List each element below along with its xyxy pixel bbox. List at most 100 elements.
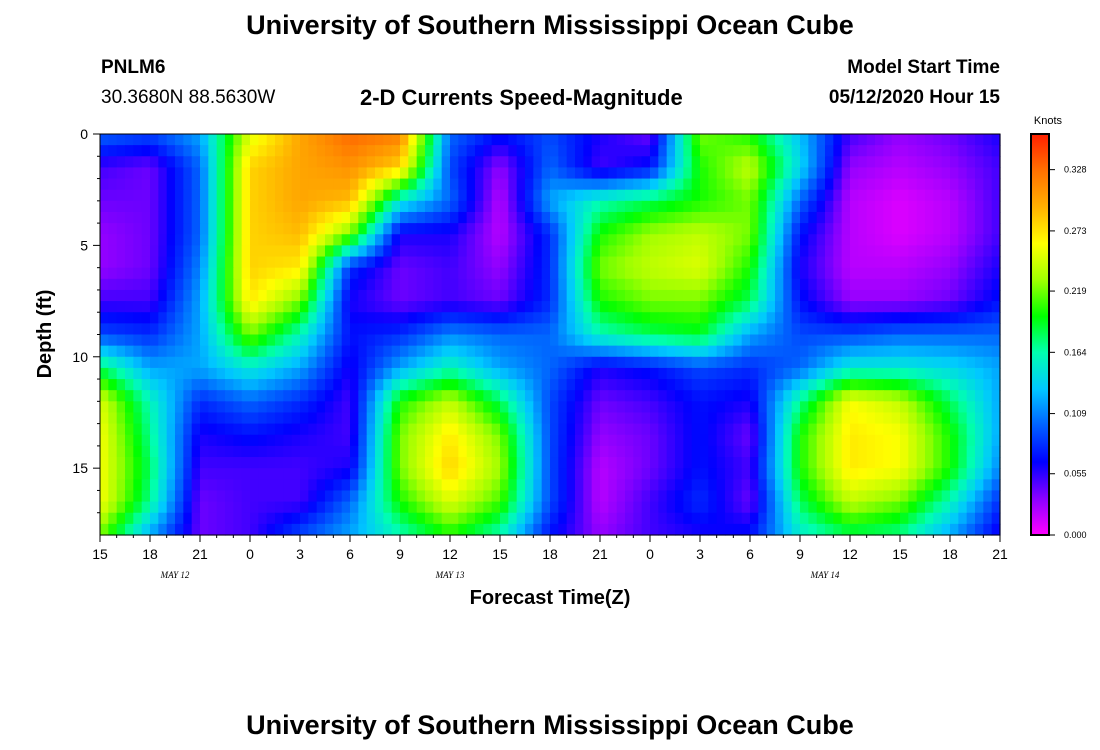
heatmap-cell [875,367,884,380]
heatmap-cell [200,523,209,536]
heatmap-cell [491,523,501,536]
heatmap-cell [566,211,576,224]
heatmap-cell [366,278,376,291]
heatmap-cell [500,234,509,246]
heatmap-cell [900,178,909,191]
heatmap-cell [466,200,476,213]
heatmap-cell [216,468,226,480]
heatmap-cell [833,457,843,469]
heatmap-cell [191,267,201,280]
heatmap-cell [516,479,526,492]
heatmap-cell [191,156,201,169]
heatmap-cell [883,211,893,224]
heatmap-cell [425,278,434,291]
heatmap-cell [350,223,359,235]
heatmap-cell [166,501,176,514]
heatmap-cell [900,234,909,246]
heatmap-cell [791,412,801,425]
heatmap-cell [425,356,434,369]
heatmap-cell [816,178,826,191]
heatmap-cell [750,200,759,213]
heatmap-cell [775,301,784,313]
heatmap-cell [766,223,776,235]
heatmap-cell [433,223,443,235]
heatmap-cell [850,479,859,492]
heatmap-cell [725,445,734,458]
heatmap-cell [525,223,534,235]
heatmap-cell [608,479,618,492]
heatmap-cell [425,223,434,235]
heatmap-cell [525,434,534,447]
heatmap-cell [491,434,501,447]
heatmap-cell [866,401,876,414]
heatmap-cell [308,457,318,469]
heatmap-cell [491,445,501,458]
heatmap-cell [883,301,893,313]
heatmap-cell [100,412,109,425]
heatmap-cell [625,501,634,514]
heatmap-cell [775,490,784,503]
heatmap-cell [916,445,926,458]
heatmap-cell [300,490,309,503]
heatmap-cell [475,234,484,246]
heatmap-cell [150,145,159,157]
heatmap-cell [900,189,909,202]
heatmap-cell [550,490,559,503]
x-tick-label: 18 [942,546,958,562]
heatmap-cell [858,367,868,380]
heatmap-cell [891,412,901,425]
x-tick-label: 12 [842,546,858,562]
heatmap-cell [208,445,218,458]
heatmap-cell [300,234,309,246]
heatmap-cell [875,189,884,202]
heatmap-cell [408,278,418,291]
heatmap-cell [108,367,118,380]
heatmap-cell [533,323,543,336]
heatmap-cell [441,200,451,213]
heatmap-cell [541,434,551,447]
heatmap-cell [100,423,109,436]
heatmap-cell [250,445,259,458]
heatmap-cell [500,323,509,336]
heatmap-cell [725,278,734,291]
heatmap-cell [700,356,709,369]
heatmap-cell [400,323,409,336]
heatmap-cell [600,312,609,324]
heatmap-cell [466,145,476,157]
heatmap-cell [666,379,676,391]
heatmap-cell [575,245,584,258]
heatmap-cell [800,301,809,313]
heatmap-cell [600,145,609,157]
heatmap-cell [991,167,1001,180]
heatmap-cell [216,334,226,347]
heatmap-cell [183,301,193,313]
heatmap-cell [783,145,793,157]
heatmap-cell [358,211,368,224]
heatmap-cell [716,356,726,369]
heatmap-cell [375,412,384,425]
heatmap-cell [100,145,109,157]
heatmap-cell [766,211,776,224]
heatmap-cell [916,134,926,146]
heatmap-cell [491,379,501,391]
heatmap-cell [883,367,893,380]
heatmap-cell [566,479,576,492]
heatmap-cell [516,145,526,157]
heatmap-cell [441,367,451,380]
heatmap-cell [950,367,959,380]
heatmap-cell [666,167,676,180]
heatmap-cell [791,211,801,224]
heatmap-cell [841,189,851,202]
heatmap-cell [525,490,534,503]
heatmap-cell [933,379,943,391]
heatmap-cell [208,501,218,514]
heatmap-cell [233,156,243,169]
heatmap-cell [150,323,159,336]
heatmap-cell [766,367,776,380]
heatmap-cell [266,145,276,157]
heatmap-cell [108,200,118,213]
heatmap-cell [633,356,643,369]
heatmap-cell [591,434,601,447]
colorbar-tick-label: 0.000 [1064,530,1087,540]
heatmap-cell [791,167,801,180]
